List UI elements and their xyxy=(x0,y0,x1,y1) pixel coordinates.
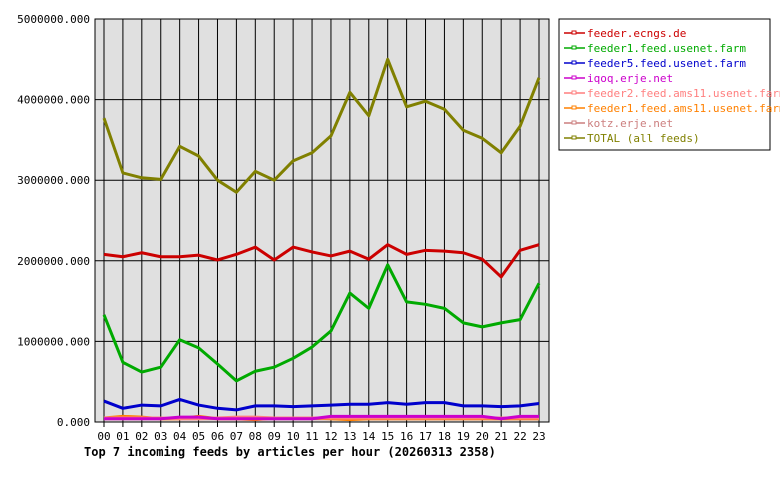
legend-marker xyxy=(571,105,577,110)
x-tick-label: 17 xyxy=(419,430,432,443)
legend-marker xyxy=(571,75,577,80)
chart-title: Top 7 incoming feeds by articles per hou… xyxy=(84,445,496,459)
legend-label: feeder1.feed.usenet.farm xyxy=(587,42,746,55)
x-tick-label: 22 xyxy=(513,430,526,443)
legend: feeder.ecngs.de feeder1.feed.usenet.farm f… xyxy=(558,18,780,151)
legend-marker xyxy=(571,120,577,125)
x-tick-label: 14 xyxy=(362,430,376,443)
x-tick-label: 11 xyxy=(305,430,318,443)
legend-label: kotz.erje.net xyxy=(587,117,673,130)
legend-label: feeder2.feed.ams11.usenet.farm xyxy=(587,87,780,100)
x-tick-label: 21 xyxy=(495,430,508,443)
x-tick-label: 07 xyxy=(230,430,243,443)
series-line xyxy=(103,397,540,412)
legend-label: iqoq.erje.net xyxy=(587,72,673,85)
x-tick-label: 15 xyxy=(381,430,394,443)
legend-marker xyxy=(571,90,577,95)
x-tick-label: 01 xyxy=(116,430,129,443)
x-tick-label: 19 xyxy=(457,430,470,443)
legend-label: feeder5.feed.usenet.farm xyxy=(587,57,746,70)
x-tick-label: 10 xyxy=(287,430,300,443)
legend-marker xyxy=(571,30,577,35)
x-tick-label: 05 xyxy=(192,430,205,443)
series-line xyxy=(102,263,541,383)
y-tick-label: 4000000.000 xyxy=(17,94,90,107)
y-tick-label: 0.000 xyxy=(57,416,90,429)
x-tick-label: 23 xyxy=(532,430,545,443)
x-tick-label: 09 xyxy=(268,430,281,443)
y-tick-label: 1000000.000 xyxy=(17,335,90,348)
y-tick-label: 3000000.000 xyxy=(17,174,90,187)
legend-marker xyxy=(571,60,577,65)
series-line xyxy=(104,414,539,421)
x-tick-label: 12 xyxy=(324,430,337,443)
x-tick-label: 02 xyxy=(135,430,148,443)
series-line xyxy=(102,57,541,194)
y-tick-label: 5000000.000 xyxy=(17,13,90,26)
legend-label: feeder.ecngs.de xyxy=(587,27,686,40)
legend-label: TOTAL (all feeds) xyxy=(587,132,700,145)
x-tick-label: 00 xyxy=(97,430,110,443)
x-tick-label: 03 xyxy=(154,430,167,443)
x-tick-label: 16 xyxy=(400,430,413,443)
x-tick-label: 20 xyxy=(476,430,489,443)
x-tick-label: 04 xyxy=(173,430,187,443)
x-tick-label: 18 xyxy=(438,430,451,443)
x-tick-label: 06 xyxy=(211,430,224,443)
legend-marker xyxy=(571,45,577,50)
series-line xyxy=(103,243,540,279)
x-tick-label: 13 xyxy=(343,430,356,443)
y-tick-label: 2000000.000 xyxy=(17,255,90,268)
x-tick-label: 08 xyxy=(249,430,262,443)
legend-label: feeder1.feed.ams11.usenet.farm xyxy=(587,102,780,115)
legend-marker xyxy=(571,135,577,140)
